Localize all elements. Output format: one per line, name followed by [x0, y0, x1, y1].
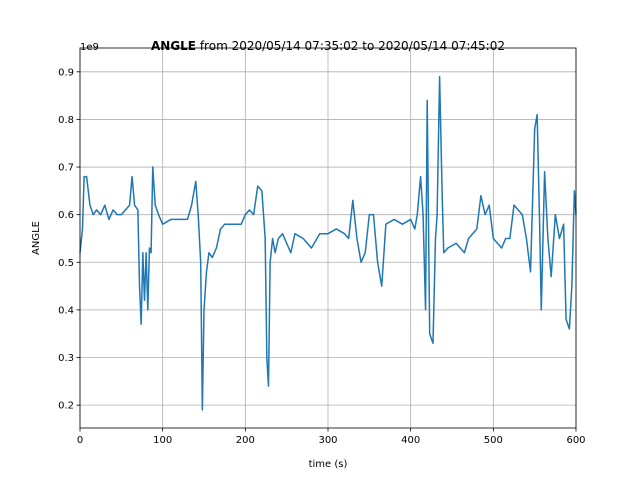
- y-tick-label: 0.6: [58, 210, 74, 221]
- y-tick-label: 0.5: [58, 258, 74, 269]
- chart-title: ANGLE from 2020/05/14 07:35:02 to 2020/0…: [151, 39, 505, 53]
- y-tick-label: 0.9: [58, 67, 74, 78]
- data-line: [79, 75, 577, 411]
- y-tick-label: 0.3: [58, 353, 74, 364]
- offset-label: 1e9: [80, 42, 99, 53]
- y-tick-label: 0.7: [58, 163, 74, 174]
- x-tick-label: 600: [566, 435, 585, 446]
- tick-layer: 0 100 200 300 400 500 600 0.2 0.3 0.4 0.5 0.6 0.7 0.8…: [58, 67, 585, 446]
- y-tick-label: 0.2: [58, 401, 74, 412]
- x-axis-label: time (s): [309, 459, 348, 470]
- y-axis-label: ANGLE: [31, 221, 42, 255]
- y-tick-label: 0.4: [58, 305, 74, 316]
- x-tick-label: 200: [236, 435, 255, 446]
- x-tick-label: 0: [77, 435, 83, 446]
- x-tick-label: 100: [153, 435, 172, 446]
- title-rest: from 2020/05/14 07:35:02 to 2020/05/14 0…: [196, 39, 505, 53]
- x-tick-label: 300: [318, 435, 337, 446]
- title-bold: ANGLE: [151, 39, 196, 53]
- x-tick-label: 500: [484, 435, 503, 446]
- y-tick-label: 0.8: [58, 115, 74, 126]
- line-layer: [79, 75, 577, 411]
- grid-layer: [79, 48, 577, 428]
- x-tick-label: 400: [401, 435, 420, 446]
